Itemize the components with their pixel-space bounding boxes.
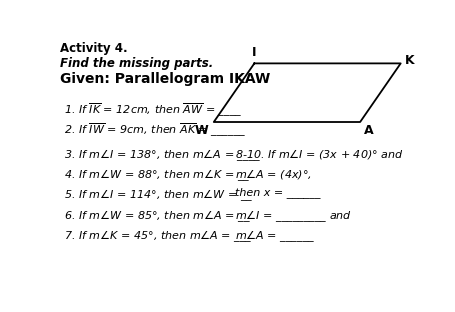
Text: 5. If m$\angle$I = 114°, then m$\angle$W = __: 5. If m$\angle$I = 114°, then m$\angle$W… — [64, 188, 253, 203]
Text: A: A — [364, 124, 373, 137]
Text: Activity 4.: Activity 4. — [60, 42, 127, 55]
Text: 1. If $\overline{IK}$ = 12cm, then $\overline{AW}$ = ____: 1. If $\overline{IK}$ = 12cm, then $\ove… — [64, 101, 242, 119]
Text: 4. If m$\angle$W = 88°, then m$\angle$K = __: 4. If m$\angle$W = 88°, then m$\angle$K … — [64, 167, 250, 183]
Text: m$\angle$A = (4x)°,: m$\angle$A = (4x)°, — [235, 167, 312, 181]
Text: 2. If $\overline{IW}$ = 9cm, then $\overline{AK}$ = ______: 2. If $\overline{IW}$ = 9cm, then $\over… — [64, 122, 246, 139]
Text: 7. If m$\angle$K = 45°, then m$\angle$A = ___: 7. If m$\angle$K = 45°, then m$\angle$A … — [64, 228, 253, 244]
Text: m$\angle$A = ______: m$\angle$A = ______ — [235, 228, 315, 244]
Text: 6. If m$\angle$W = 85°, then m$\angle$A = __: 6. If m$\angle$W = 85°, then m$\angle$A … — [64, 208, 251, 224]
Text: Given: Parallelogram IKAW: Given: Parallelogram IKAW — [60, 72, 270, 86]
Text: I: I — [252, 46, 257, 59]
Text: m$\angle$I = _________ and: m$\angle$I = _________ and — [235, 208, 352, 224]
Text: 8-10. If m$\angle$I = (3x + 40)° and: 8-10. If m$\angle$I = (3x + 40)° and — [235, 147, 404, 161]
Text: 3. If m$\angle$I = 138°, then m$\angle$A = ____: 3. If m$\angle$I = 138°, then m$\angle$A… — [64, 147, 261, 163]
Text: W: W — [195, 124, 208, 137]
Text: Find the missing parts.: Find the missing parts. — [60, 57, 213, 70]
Text: then x = ______: then x = ______ — [235, 188, 320, 198]
Text: K: K — [405, 55, 415, 67]
